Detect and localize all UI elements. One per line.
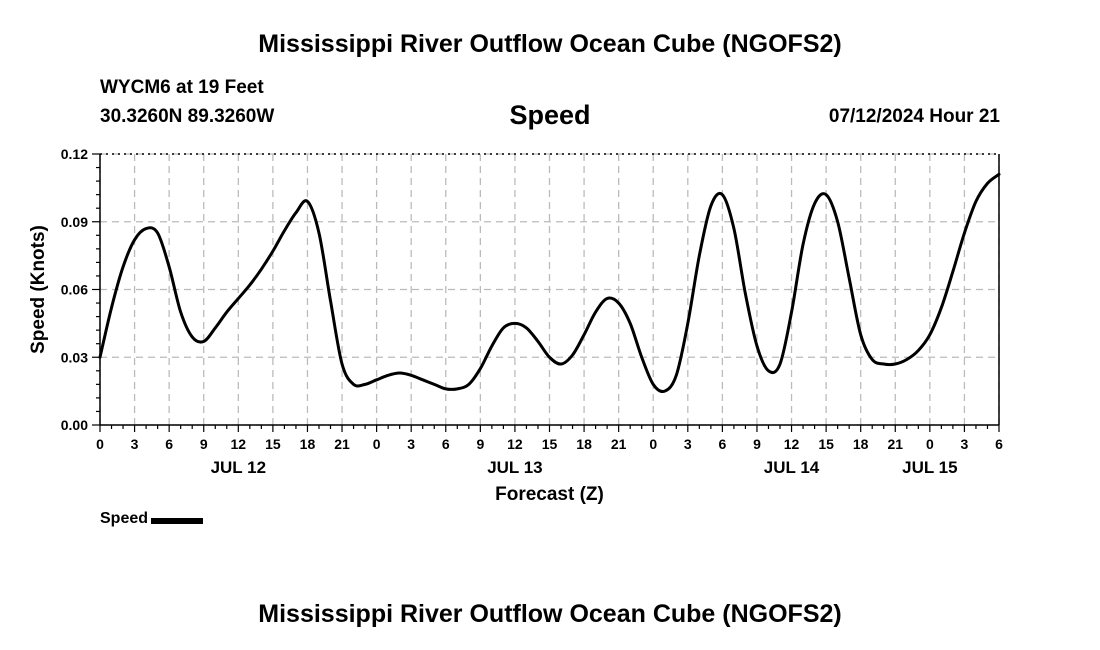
series-layer — [98, 172, 1001, 394]
x-tick-label: 3 — [961, 436, 969, 452]
x-tick-label: 6 — [442, 436, 450, 452]
x-tick-label: 21 — [887, 436, 903, 452]
x-tick-label: 21 — [334, 436, 350, 452]
y-tick-label: 0.03 — [61, 349, 88, 365]
x-tick-label: 9 — [476, 436, 484, 452]
legend-label: Speed — [100, 510, 149, 527]
x-tick-label: 12 — [507, 436, 523, 452]
legend-line-swatch — [151, 517, 204, 524]
x-day-label: JUL 13 — [487, 458, 542, 477]
grid-lines — [99, 153, 1000, 426]
axis-labels: 0.00 0.03 0.06 0.09 0.12 0 3 6 9 12 15 18 21 0 3 6 9 12 15… — [28, 146, 1003, 505]
chart-legend: Speed — [100, 510, 204, 528]
x-tick-label: 15 — [542, 436, 558, 452]
x-axis-title: Forecast (Z) — [495, 484, 604, 505]
x-tick-label: 15 — [818, 436, 834, 452]
y-tick-label: 0.09 — [61, 214, 88, 230]
x-day-label: JUL 15 — [902, 458, 957, 477]
x-tick-label: 12 — [784, 436, 800, 452]
x-tick-label: 0 — [926, 436, 934, 452]
x-tick-label: 12 — [231, 436, 247, 452]
chart-subtitle: Speed — [509, 100, 591, 130]
x-tick-label: 15 — [265, 436, 281, 452]
forecast-datetime: 07/12/2024 Hour 21 — [828, 106, 1000, 127]
chart-main-title: Mississippi River Outflow Ocean Cube (NG… — [258, 30, 842, 58]
x-tick-label: 21 — [611, 436, 627, 452]
y-tick-label: 0.06 — [61, 282, 88, 298]
y-tick-label: 0.00 — [61, 417, 88, 433]
x-tick-label: 6 — [165, 436, 173, 452]
x-tick-label: 3 — [131, 436, 139, 452]
x-tick-label: 6 — [718, 436, 726, 452]
x-tick-label: 18 — [300, 436, 316, 452]
x-tick-label: 6 — [995, 436, 1003, 452]
x-tick-label: 0 — [649, 436, 657, 452]
x-tick-label: 0 — [96, 436, 104, 452]
x-tick-label: 9 — [753, 436, 761, 452]
x-tick-label: 18 — [853, 436, 869, 452]
x-tick-label: 3 — [684, 436, 692, 452]
y-tick-label: 0.12 — [61, 146, 88, 162]
station-name: WYCM6 at 19 Feet — [100, 77, 264, 98]
x-day-label: JUL 14 — [764, 458, 820, 477]
x-tick-label: 3 — [407, 436, 415, 452]
station-coordinates: 30.3260N 89.3260W — [100, 106, 275, 127]
chart-axes — [92, 153, 1000, 432]
speed-series-line — [98, 172, 1001, 394]
y-axis-title: Speed (Knots) — [28, 225, 49, 354]
chart-footer-title: Mississippi River Outflow Ocean Cube (NG… — [258, 600, 842, 628]
x-tick-label: 18 — [576, 436, 592, 452]
x-day-label: JUL 12 — [211, 458, 266, 477]
x-tick-label: 0 — [373, 436, 381, 452]
x-tick-label: 9 — [200, 436, 208, 452]
